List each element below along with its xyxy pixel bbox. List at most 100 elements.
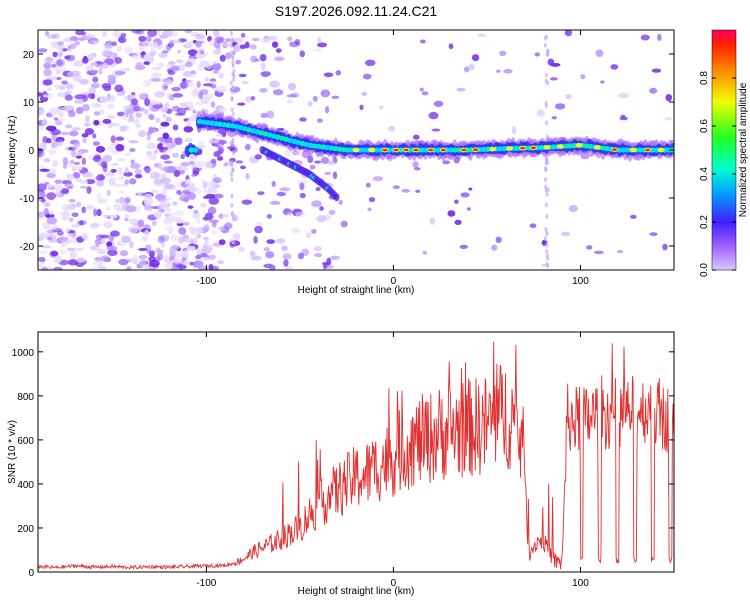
- spectrogram-noise-blob: [96, 248, 106, 255]
- spectrogram-noise-blob: [150, 189, 159, 194]
- spectrogram-noise-blob: [209, 140, 220, 144]
- ridge-peak: [530, 146, 536, 150]
- spectrogram-noise-blob: [231, 49, 237, 56]
- spectrogram-noise-blob: [81, 171, 93, 178]
- spectrogram-noise-blob: [192, 109, 197, 115]
- spectrogram-noise-blob: [73, 161, 81, 166]
- spectrogram-noise-blob: [617, 249, 624, 254]
- spectrogram-noise-blob: [164, 226, 175, 231]
- spectrogram-noise-blob: [114, 57, 123, 64]
- spectrogram-noise-blob: [66, 175, 75, 180]
- spectrogram-noise-blob: [664, 117, 673, 121]
- spectrogram-noise-blob: [72, 172, 81, 179]
- spectrogram-noise-blob: [241, 199, 253, 205]
- spectrogram-noise-blob: [53, 184, 63, 192]
- spectrogram-noise-blob: [196, 161, 207, 168]
- spectrogram-noise-blob: [130, 228, 139, 234]
- spectrogram-noise-blob: [152, 104, 163, 109]
- spectrogram-noise-blob: [199, 60, 210, 68]
- spectrogram-noise-blob: [165, 116, 172, 123]
- spectrogram-streak: [545, 49, 549, 55]
- spectrogram-noise-blob: [81, 31, 87, 37]
- spectrogram-noise-blob: [184, 236, 194, 244]
- spectrogram-noise-blob: [610, 64, 619, 70]
- spectrogram-noise-blob: [57, 41, 64, 46]
- spectrogram-noise-blob: [239, 44, 247, 50]
- spectrogram-noise-blob: [38, 147, 43, 155]
- spectrogram-noise-blob: [95, 145, 106, 153]
- spectrogram-noise-blob: [165, 207, 172, 213]
- spectrogram-noise-blob: [428, 111, 439, 120]
- spectrogram-noise-blob: [75, 155, 82, 159]
- spectrogram-noise-blob: [175, 59, 184, 63]
- spectrogram-noise-blob: [549, 77, 558, 81]
- spectrogram-noise-blob: [208, 80, 218, 85]
- spectrogram-noise-blob: [162, 113, 167, 118]
- spectrogram-noise-blob: [284, 148, 291, 157]
- spectrogram-noise-blob: [101, 50, 110, 57]
- spectrogram-noise-blob: [124, 167, 129, 173]
- spectrogram-noise-blob: [431, 128, 441, 132]
- spectrogram-noise-blob: [103, 85, 112, 92]
- spectrogram-noise-blob: [207, 206, 217, 215]
- spectrogram-noise-blob: [266, 239, 276, 245]
- spectrogram-noise-blob: [172, 258, 182, 264]
- spectrogram-noise-blob: [180, 161, 191, 167]
- spectrogram-noise-blob: [177, 49, 182, 54]
- spectrogram-streak: [545, 192, 549, 198]
- spectrogram-noise-blob: [253, 58, 260, 62]
- spectrogram-noise-blob: [91, 102, 99, 108]
- spectrogram-noise-blob: [202, 181, 208, 189]
- spectrogram-streak: [546, 255, 550, 261]
- spectrogram-noise-blob: [359, 104, 364, 111]
- spectrogram-noise-blob: [156, 197, 168, 202]
- spectrogram-noise-blob: [340, 220, 348, 228]
- spectrogram-noise-blob: [73, 99, 85, 104]
- spectrogram-noise-blob: [124, 217, 129, 222]
- spectrogram-noise-blob: [212, 177, 222, 184]
- spectrogram-noise-blob: [50, 251, 59, 257]
- spectrogram-noise-blob: [70, 159, 75, 164]
- spectrogram-streak: [230, 96, 234, 102]
- spectrogram-noise-blob: [466, 207, 471, 211]
- spectrogram-noise-blob: [179, 81, 189, 89]
- spectrogram-noise-blob: [312, 48, 323, 52]
- spectrogram-noise-blob: [129, 178, 137, 185]
- spectrogram-noise-blob: [217, 260, 224, 265]
- spectrogram-noise-blob: [67, 233, 73, 238]
- spectrogram-noise-blob: [595, 49, 604, 58]
- spectrogram-noise-blob: [183, 125, 194, 133]
- spectrogram-noise-blob: [48, 210, 54, 216]
- spectrogram-noise-blob: [57, 236, 69, 242]
- spectrogram-noise-blob: [188, 187, 198, 193]
- spectrogram-noise-blob: [419, 39, 426, 44]
- spectrogram-noise-blob: [286, 212, 292, 217]
- spectrogram-noise-blob: [511, 126, 517, 135]
- spectrogram-noise-blob: [328, 209, 336, 216]
- spectrogram-noise-blob: [166, 79, 173, 85]
- ridge-peak: [393, 148, 399, 152]
- spectrogram-noise-blob: [620, 114, 626, 119]
- spectrogram-noise-blob: [211, 265, 219, 270]
- spectrogram-noise-blob: [55, 76, 62, 81]
- spectrogram-y-tick-label: 10: [23, 98, 35, 109]
- spectrogram-noise-blob: [283, 259, 289, 267]
- spectrogram-noise-blob: [586, 245, 593, 250]
- spectrogram-noise-blob: [96, 61, 105, 65]
- spectrogram-noise-blob: [65, 227, 70, 233]
- spectrogram-noise-blob: [38, 250, 48, 254]
- spectrogram-noise-blob: [213, 30, 220, 38]
- ridge-core: [373, 147, 380, 153]
- spectrogram-noise-blob: [311, 200, 322, 208]
- spectrogram-noise-blob: [271, 41, 279, 48]
- spectrogram-noise-blob: [74, 94, 86, 100]
- spectrogram-noise-blob: [134, 168, 142, 175]
- ridge-core: [447, 147, 454, 153]
- spectrogram-streak: [543, 177, 547, 183]
- spectrogram-y-tick-label: 20: [23, 50, 35, 61]
- spectrogram-noise-blob: [286, 94, 298, 98]
- spectrogram-x-ticks: -100 0 100: [196, 30, 589, 287]
- spectrogram-noise-blob: [170, 65, 180, 72]
- spectrogram-noise-blob: [117, 167, 124, 175]
- spectrogram-noise-blob: [167, 70, 176, 75]
